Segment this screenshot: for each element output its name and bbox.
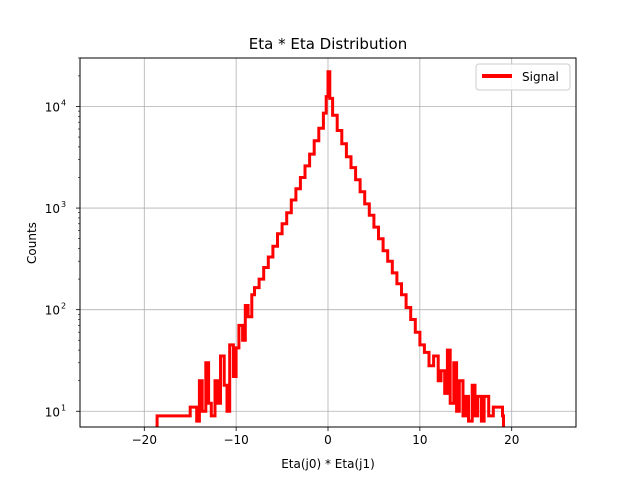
y-axis-label: Counts bbox=[25, 222, 39, 264]
x-tick-label: −20 bbox=[132, 433, 157, 447]
legend-box bbox=[475, 63, 571, 91]
y-tick-label: 10 bbox=[45, 202, 60, 216]
y-tick-label: 10 bbox=[45, 304, 60, 318]
chart-title: Eta * Eta Distribution bbox=[249, 35, 407, 53]
series-line-signal bbox=[155, 70, 505, 427]
y-tick-label: 10 bbox=[45, 405, 60, 419]
x-tick-label: 0 bbox=[324, 433, 332, 447]
legend-label-signal: Signal bbox=[522, 70, 559, 84]
y-tick-exponent: 2 bbox=[61, 302, 66, 311]
legend: Signal bbox=[475, 63, 571, 91]
x-tick-label: 20 bbox=[504, 433, 519, 447]
x-axis-label: Eta(j0) * Eta(j1) bbox=[281, 457, 375, 471]
y-tick-exponent: 3 bbox=[61, 200, 66, 209]
y-tick-exponent: 1 bbox=[61, 403, 66, 412]
data-layer bbox=[155, 70, 505, 427]
x-tick-label: 10 bbox=[412, 433, 427, 447]
x-tick-label: −10 bbox=[223, 433, 248, 447]
y-tick-label: 10 bbox=[45, 100, 60, 114]
y-tick-exponent: 4 bbox=[61, 98, 66, 107]
